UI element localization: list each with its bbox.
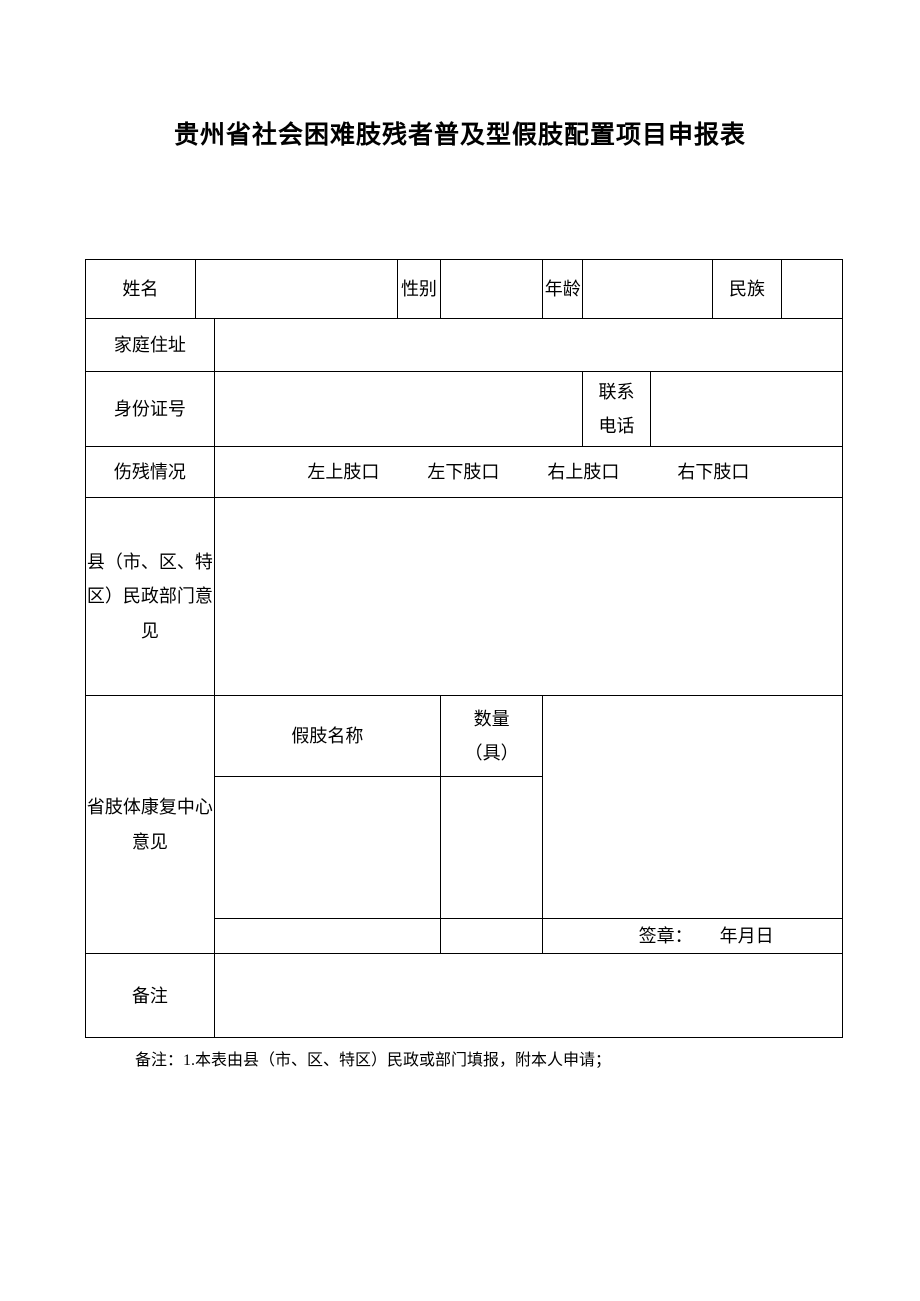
value-age[interactable] bbox=[583, 260, 712, 319]
checkbox-upper-left[interactable]: 左上肢口 bbox=[307, 455, 379, 489]
label-ethnicity: 民族 bbox=[712, 260, 782, 319]
label-quantity: 数量（具） bbox=[441, 696, 543, 777]
label-contact-phone: 联系电话 bbox=[583, 372, 650, 447]
checkbox-upper-right[interactable]: 右上肢口 bbox=[547, 455, 619, 489]
value-prosthetic-name[interactable] bbox=[214, 777, 440, 919]
table-row: 县（市、区、特区）民政部门意见 bbox=[86, 498, 843, 696]
document-title: 贵州省社会困难肢残者普及型假肢配置项目申报表 bbox=[85, 115, 835, 151]
label-id-number: 身份证号 bbox=[86, 372, 215, 447]
table-row: 省肢体康复中心意见 假肢名称 数量（具） bbox=[86, 696, 843, 777]
value-disability-options[interactable]: 左上肢口 左下肢口 右上肢口 右下肢口 bbox=[214, 447, 842, 498]
value-gender[interactable] bbox=[441, 260, 543, 319]
value-province-opinion[interactable] bbox=[543, 696, 843, 919]
value-name[interactable] bbox=[195, 260, 397, 319]
table-row: 备注 bbox=[86, 954, 843, 1038]
value-quantity[interactable] bbox=[441, 777, 543, 919]
table-row: 伤残情况 左上肢口 左下肢口 右上肢口 右下肢口 bbox=[86, 447, 843, 498]
checkbox-lower-right[interactable]: 右下肢口 bbox=[677, 455, 749, 489]
label-province-opinion: 省肢体康复中心意见 bbox=[86, 696, 215, 954]
label-age: 年龄 bbox=[543, 260, 583, 319]
value-contact-phone[interactable] bbox=[650, 372, 842, 447]
signature-date-cell[interactable]: 签章：年月日 bbox=[543, 919, 843, 954]
empty-cell bbox=[441, 919, 543, 954]
label-name: 姓名 bbox=[86, 260, 196, 319]
value-county-opinion[interactable] bbox=[214, 498, 842, 696]
checkbox-lower-left[interactable]: 左下肢口 bbox=[427, 455, 499, 489]
value-remarks[interactable] bbox=[214, 954, 842, 1038]
label-disability-status: 伤残情况 bbox=[86, 447, 215, 498]
table-row: 身份证号 联系电话 bbox=[86, 372, 843, 447]
label-prosthetic-name: 假肢名称 bbox=[214, 696, 440, 777]
label-county-opinion: 县（市、区、特区）民政部门意见 bbox=[86, 498, 215, 696]
application-form-table: 姓名 性别 年龄 民族 家庭住址 身份证号 联系电话 伤残情况 左上肢口 左下肢口… bbox=[85, 259, 843, 1038]
value-ethnicity[interactable] bbox=[782, 260, 843, 319]
value-id-number[interactable] bbox=[214, 372, 583, 447]
label-gender: 性别 bbox=[397, 260, 440, 319]
table-row: 姓名 性别 年龄 民族 bbox=[86, 260, 843, 319]
label-home-address: 家庭住址 bbox=[86, 319, 215, 372]
footnote-text: 备注：1.本表由县（市、区、特区）民政或部门填报，附本人申请； bbox=[135, 1046, 835, 1070]
label-remarks: 备注 bbox=[86, 954, 215, 1038]
value-home-address[interactable] bbox=[214, 319, 842, 372]
table-row: 家庭住址 bbox=[86, 319, 843, 372]
empty-cell bbox=[214, 919, 440, 954]
